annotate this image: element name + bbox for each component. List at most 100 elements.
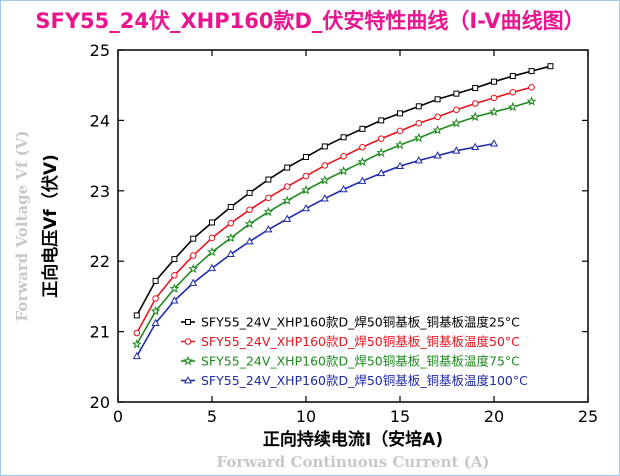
plot-frame [117,49,589,403]
data-point [453,106,460,114]
x-axis-label-english: Forward Continuous Current (A) [217,453,490,471]
x-tick-label: 10 [296,407,316,426]
data-point [397,110,403,117]
data-point [301,203,311,212]
data-point [432,125,443,135]
axis-ticks: 0 5 10 15 20 25 20 21 22 23 24 25 [90,41,599,426]
x-tick-label: 20 [484,407,504,426]
data-point [377,135,385,143]
legend-marker [183,376,193,384]
data-point [452,146,461,154]
data-point [395,161,405,170]
y-tick-label: 20 [90,393,110,412]
x-tick-label: 25 [578,407,598,426]
data-point [509,88,517,96]
data-point [132,351,141,360]
data-point [284,164,291,171]
legend-entry: SFY55_24V_XHP160款D_焊50铜基板_铜基板温度75°C [181,354,520,369]
y-axis-label-english: Forward Voltage Vf (V) [13,131,31,322]
legend: SFY55_24V_XHP160款D_焊50铜基板_铜基板温度25°C SFY55… [181,315,528,388]
data-point [321,143,328,150]
series-3 [131,96,537,349]
data-point [152,277,159,284]
data-point [227,219,235,227]
data-point [301,184,311,195]
data-point [339,184,348,193]
data-point [395,139,405,150]
data-point [189,252,197,259]
legend-marker [183,355,193,366]
data-point [246,206,253,214]
data-point [302,172,310,180]
data-point [396,127,404,135]
legend-marker [184,338,192,345]
data-point [303,154,309,161]
legend-entry: SFY55_24V_XHP160款D_焊50铜基板_铜基板温度50°C [181,334,520,349]
x-axis-label: 正向持续电流I（安培A) [263,429,443,450]
data-point [321,162,329,169]
plot-area [117,49,589,403]
data-point [246,189,253,196]
data-point [526,96,537,106]
series-line [136,100,532,345]
data-point [358,176,367,184]
series-1 [133,63,554,319]
data-point [265,176,272,183]
data-point [133,312,140,319]
series-layer [131,63,554,360]
data-point [283,214,292,222]
y-tick-label: 25 [90,41,110,60]
x-tick-label: 5 [207,407,217,426]
data-point [319,175,330,185]
data-point [415,103,422,110]
data-point [190,235,197,242]
series-line [136,142,495,357]
data-point [188,263,199,274]
data-point [169,283,180,293]
legend-label: SFY55_24V_XHP160款D_焊50铜基板_铜基板温度100°C [201,373,528,388]
data-point [491,78,497,85]
data-point [470,111,481,122]
data-point [547,63,554,70]
data-point [265,194,272,202]
data-point [489,139,499,147]
data-point [471,100,479,107]
data-point [471,142,480,151]
data-point [434,96,441,103]
data-point [244,218,255,229]
data-point [507,101,518,112]
data-point [283,183,291,190]
y-tick-label: 22 [90,252,110,271]
data-point [340,153,347,160]
data-point [207,246,217,257]
data-point [133,329,141,337]
data-point [357,156,368,167]
data-point [490,94,498,102]
data-point [415,119,423,127]
data-point [208,234,216,242]
data-point [170,296,179,304]
data-point [263,206,274,217]
series-2 [133,84,535,337]
data-point [451,117,462,128]
data-point [152,295,159,302]
data-point [433,151,442,159]
data-point [489,106,499,117]
data-point [151,318,160,327]
data-point [359,143,366,151]
x-tick-label: 0 [113,407,123,426]
data-point [282,195,293,205]
chart-title: SFY55_24伏_XHP160款D_伏安特性曲线（I-V曲线图） [35,9,584,33]
data-point [131,339,142,349]
data-point [413,132,424,143]
data-point [377,168,386,177]
legend-entry: SFY55_24V_XHP160款D_焊50铜基板_铜基板温度100°C [181,373,528,388]
data-point [472,85,479,92]
x-tick-label: 15 [390,407,410,426]
y-tick-label: 21 [90,323,110,342]
data-point [171,271,178,279]
y-axis-label: 正向电压Vf（伏V) [40,154,61,297]
data-point [189,278,198,286]
series-4 [132,139,499,360]
